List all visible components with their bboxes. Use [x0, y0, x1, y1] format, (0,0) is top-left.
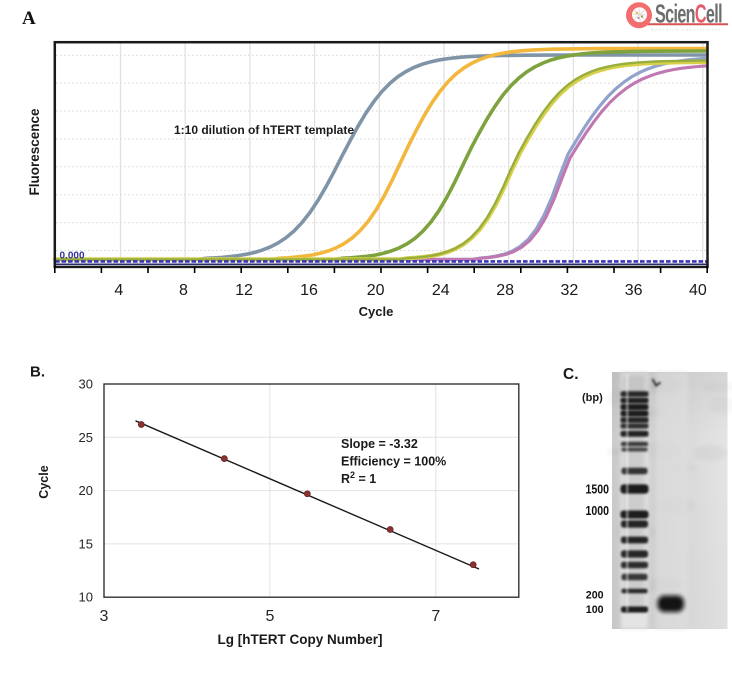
svg-text:A: A [22, 8, 36, 29]
svg-text:7: 7 [431, 608, 440, 625]
svg-text:15: 15 [79, 536, 93, 551]
svg-text:10: 10 [79, 590, 93, 605]
svg-text:Slope = -3.32: Slope = -3.32 [341, 437, 418, 451]
svg-text:ScienCell: ScienCell [655, 0, 722, 29]
svg-text:Cycle: Cycle [359, 304, 394, 319]
svg-text:100: 100 [586, 604, 604, 616]
svg-text:Lg [hTERT Copy Number]: Lg [hTERT Copy Number] [218, 632, 383, 647]
svg-text:3: 3 [100, 608, 109, 625]
svg-text:25: 25 [79, 430, 93, 445]
svg-text:16: 16 [300, 282, 318, 299]
svg-text:20: 20 [79, 483, 93, 498]
svg-text:0.000: 0.000 [60, 251, 85, 262]
svg-text:36: 36 [625, 282, 643, 299]
svg-text:5: 5 [265, 608, 274, 625]
svg-text:200: 200 [586, 590, 604, 602]
svg-text:R2 = 1: R2 = 1 [341, 470, 376, 486]
svg-text:Efficiency = 100%: Efficiency = 100% [341, 455, 446, 469]
svg-text:B.: B. [30, 364, 45, 381]
svg-text:20: 20 [367, 282, 385, 299]
svg-text:Fluorescence: Fluorescence [27, 108, 42, 196]
svg-text:12: 12 [235, 282, 253, 299]
svg-text:Cycle: Cycle [37, 465, 51, 498]
svg-text:1:10 dilution of hTERT templat: 1:10 dilution of hTERT template [174, 123, 354, 137]
svg-text:40: 40 [689, 282, 707, 299]
svg-text:28: 28 [496, 282, 514, 299]
svg-text:24: 24 [432, 282, 450, 299]
svg-text:Research Laboratories: Research Laboratories [651, 27, 722, 32]
svg-text:1500: 1500 [586, 482, 610, 497]
svg-text:(bp): (bp) [582, 392, 603, 404]
svg-text:32: 32 [561, 282, 579, 299]
svg-text:30: 30 [79, 377, 93, 392]
svg-text:8: 8 [179, 282, 188, 299]
svg-text:1000: 1000 [586, 503, 610, 518]
svg-text:C.: C. [563, 366, 579, 383]
svg-text:4: 4 [114, 282, 123, 299]
